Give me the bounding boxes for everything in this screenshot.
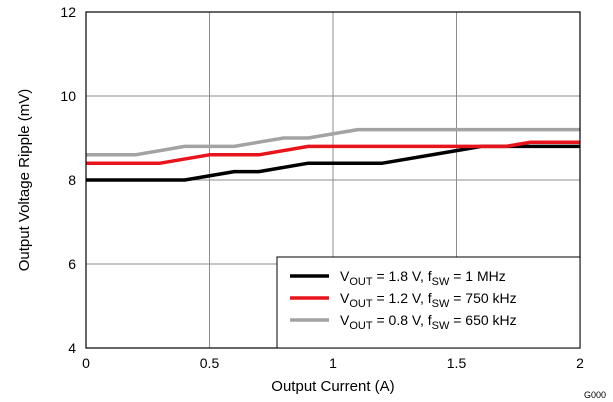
y-tick-label: 10 [60, 88, 76, 104]
legend-text-part: = 750 kHz [449, 290, 516, 306]
y-tick-label: 12 [60, 4, 76, 20]
figure-code: G000 [584, 390, 606, 400]
legend-subscript: SW [432, 276, 450, 288]
legend-box [276, 256, 581, 349]
legend-subscript: SW [432, 298, 450, 310]
legend-text-part: = 0.8 V, f [373, 312, 432, 328]
legend-text-part: = 1.2 V, f [373, 290, 432, 306]
legend-text-part: V [340, 312, 350, 328]
legend-subscript: OUT [349, 320, 373, 332]
legend-subscript: SW [432, 320, 450, 332]
x-axis-label: Output Current (A) [271, 378, 394, 395]
legend-text-part: = 1 MHz [449, 268, 505, 284]
legend-subscript: OUT [349, 276, 373, 288]
legend-text-part: V [340, 290, 350, 306]
legend-subscript: OUT [349, 298, 373, 310]
y-axis-label: Output Voltage Ripple (mV) [16, 89, 33, 272]
x-tick-label: 1 [329, 355, 337, 371]
series-line-3 [86, 127, 580, 157]
x-tick-label: 0.5 [200, 355, 220, 371]
x-tick-label: 0 [82, 355, 90, 371]
tick-labels: 0 0.5 1 1.5 2 4 6 8 10 12 [60, 4, 584, 371]
legend-text-part: = 650 kHz [449, 312, 516, 328]
x-tick-label: 1.5 [447, 355, 467, 371]
y-tick-label: 4 [68, 340, 76, 356]
legend-label-3: VOUT = 0.8 V, fSW = 650 kHz [340, 312, 517, 332]
y-tick-label: 6 [68, 256, 76, 272]
legend-text-part: = 1.8 V, f [373, 268, 432, 284]
legend-label-1: VOUT = 1.8 V, fSW = 1 MHz [340, 268, 506, 288]
x-tick-label: 2 [576, 355, 584, 371]
legend-text-part: V [340, 268, 350, 284]
legend-label-2: VOUT = 1.2 V, fSW = 750 kHz [340, 290, 517, 310]
y-tick-label: 8 [68, 172, 76, 188]
series-line-2 [86, 140, 580, 165]
series-lines [86, 127, 580, 182]
